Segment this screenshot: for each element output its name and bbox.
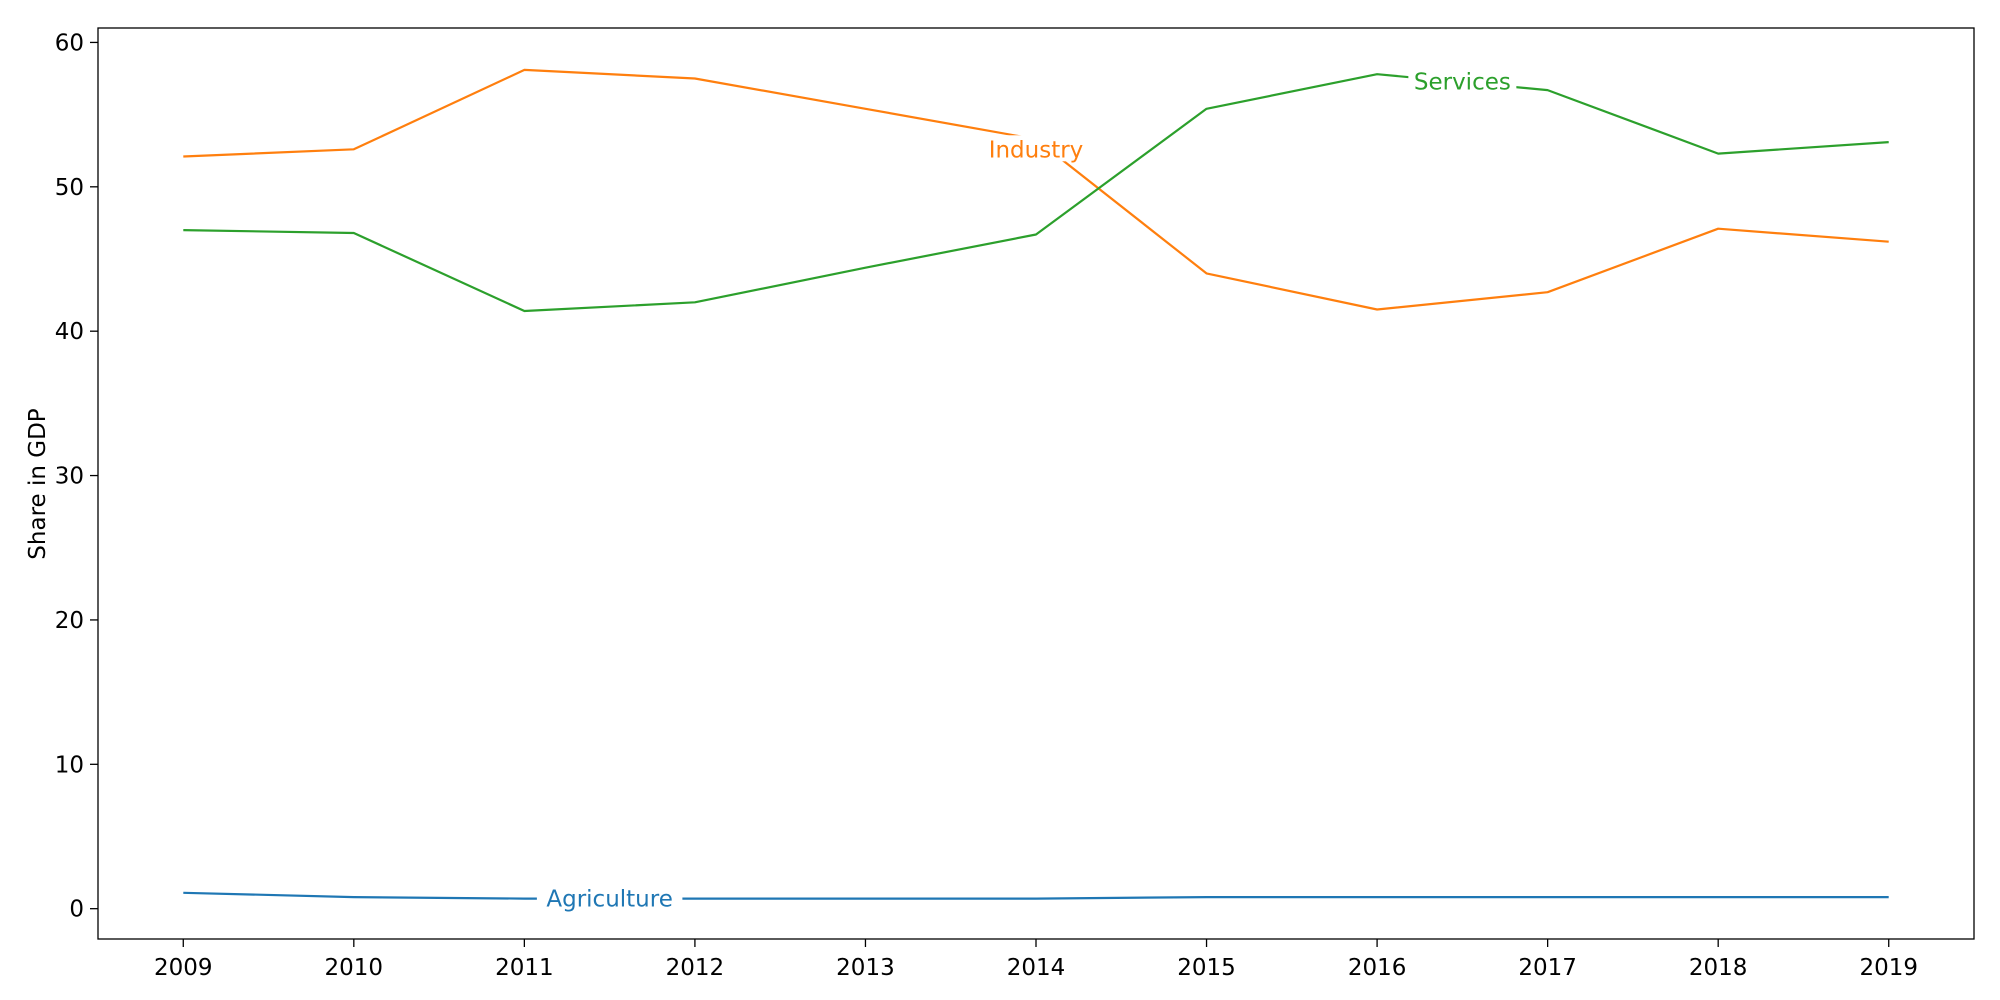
- x-tick-label: 2009: [154, 955, 213, 981]
- x-tick-label: 2016: [1348, 955, 1407, 981]
- y-tick-label: 50: [55, 175, 84, 201]
- y-tick-label: 10: [55, 752, 84, 778]
- series-line-agriculture: [183, 891, 1889, 900]
- y-tick-label: 60: [55, 30, 84, 56]
- y-tick-label: 20: [55, 608, 84, 634]
- y-tick-label: 40: [55, 319, 84, 345]
- series-label-industry: Industry: [989, 137, 1084, 163]
- x-tick-label: 2013: [836, 955, 895, 981]
- x-tick-label: 2015: [1177, 955, 1236, 981]
- series-label-background: [536, 884, 683, 911]
- x-tick-label: 2010: [325, 955, 384, 981]
- series-label-services: Services: [1414, 69, 1511, 95]
- series-line-services: [183, 73, 1889, 313]
- series-services: Services: [183, 67, 1889, 313]
- x-tick-label: 2014: [1007, 955, 1066, 981]
- x-tick-label: 2017: [1518, 955, 1577, 981]
- series-line-industry: [183, 68, 1889, 311]
- series-agriculture: Agriculture: [183, 884, 1889, 913]
- x-tick-label: 2011: [495, 955, 554, 981]
- x-axis: 2009 2010 2011 2012 2013 2014 2015 2016 2017 2018…: [154, 939, 1918, 981]
- series-label-agriculture: Agriculture: [546, 887, 673, 913]
- x-tick-label: 2018: [1689, 955, 1748, 981]
- series-layer: Agriculture Industry Services: [183, 67, 1889, 913]
- y-axis: 0 10 20 30 40 50 60: [55, 30, 98, 923]
- x-tick-label: 2019: [1859, 955, 1918, 981]
- series-label-background: [982, 135, 1090, 162]
- series-label-background: [1408, 67, 1517, 94]
- series-industry: Industry: [183, 68, 1889, 311]
- y-tick-label: 0: [69, 897, 84, 923]
- y-tick-label: 30: [55, 464, 84, 490]
- y-axis-title: Share in GDP: [25, 408, 51, 559]
- x-tick-label: 2012: [666, 955, 725, 981]
- plot-frame: [97, 27, 1975, 940]
